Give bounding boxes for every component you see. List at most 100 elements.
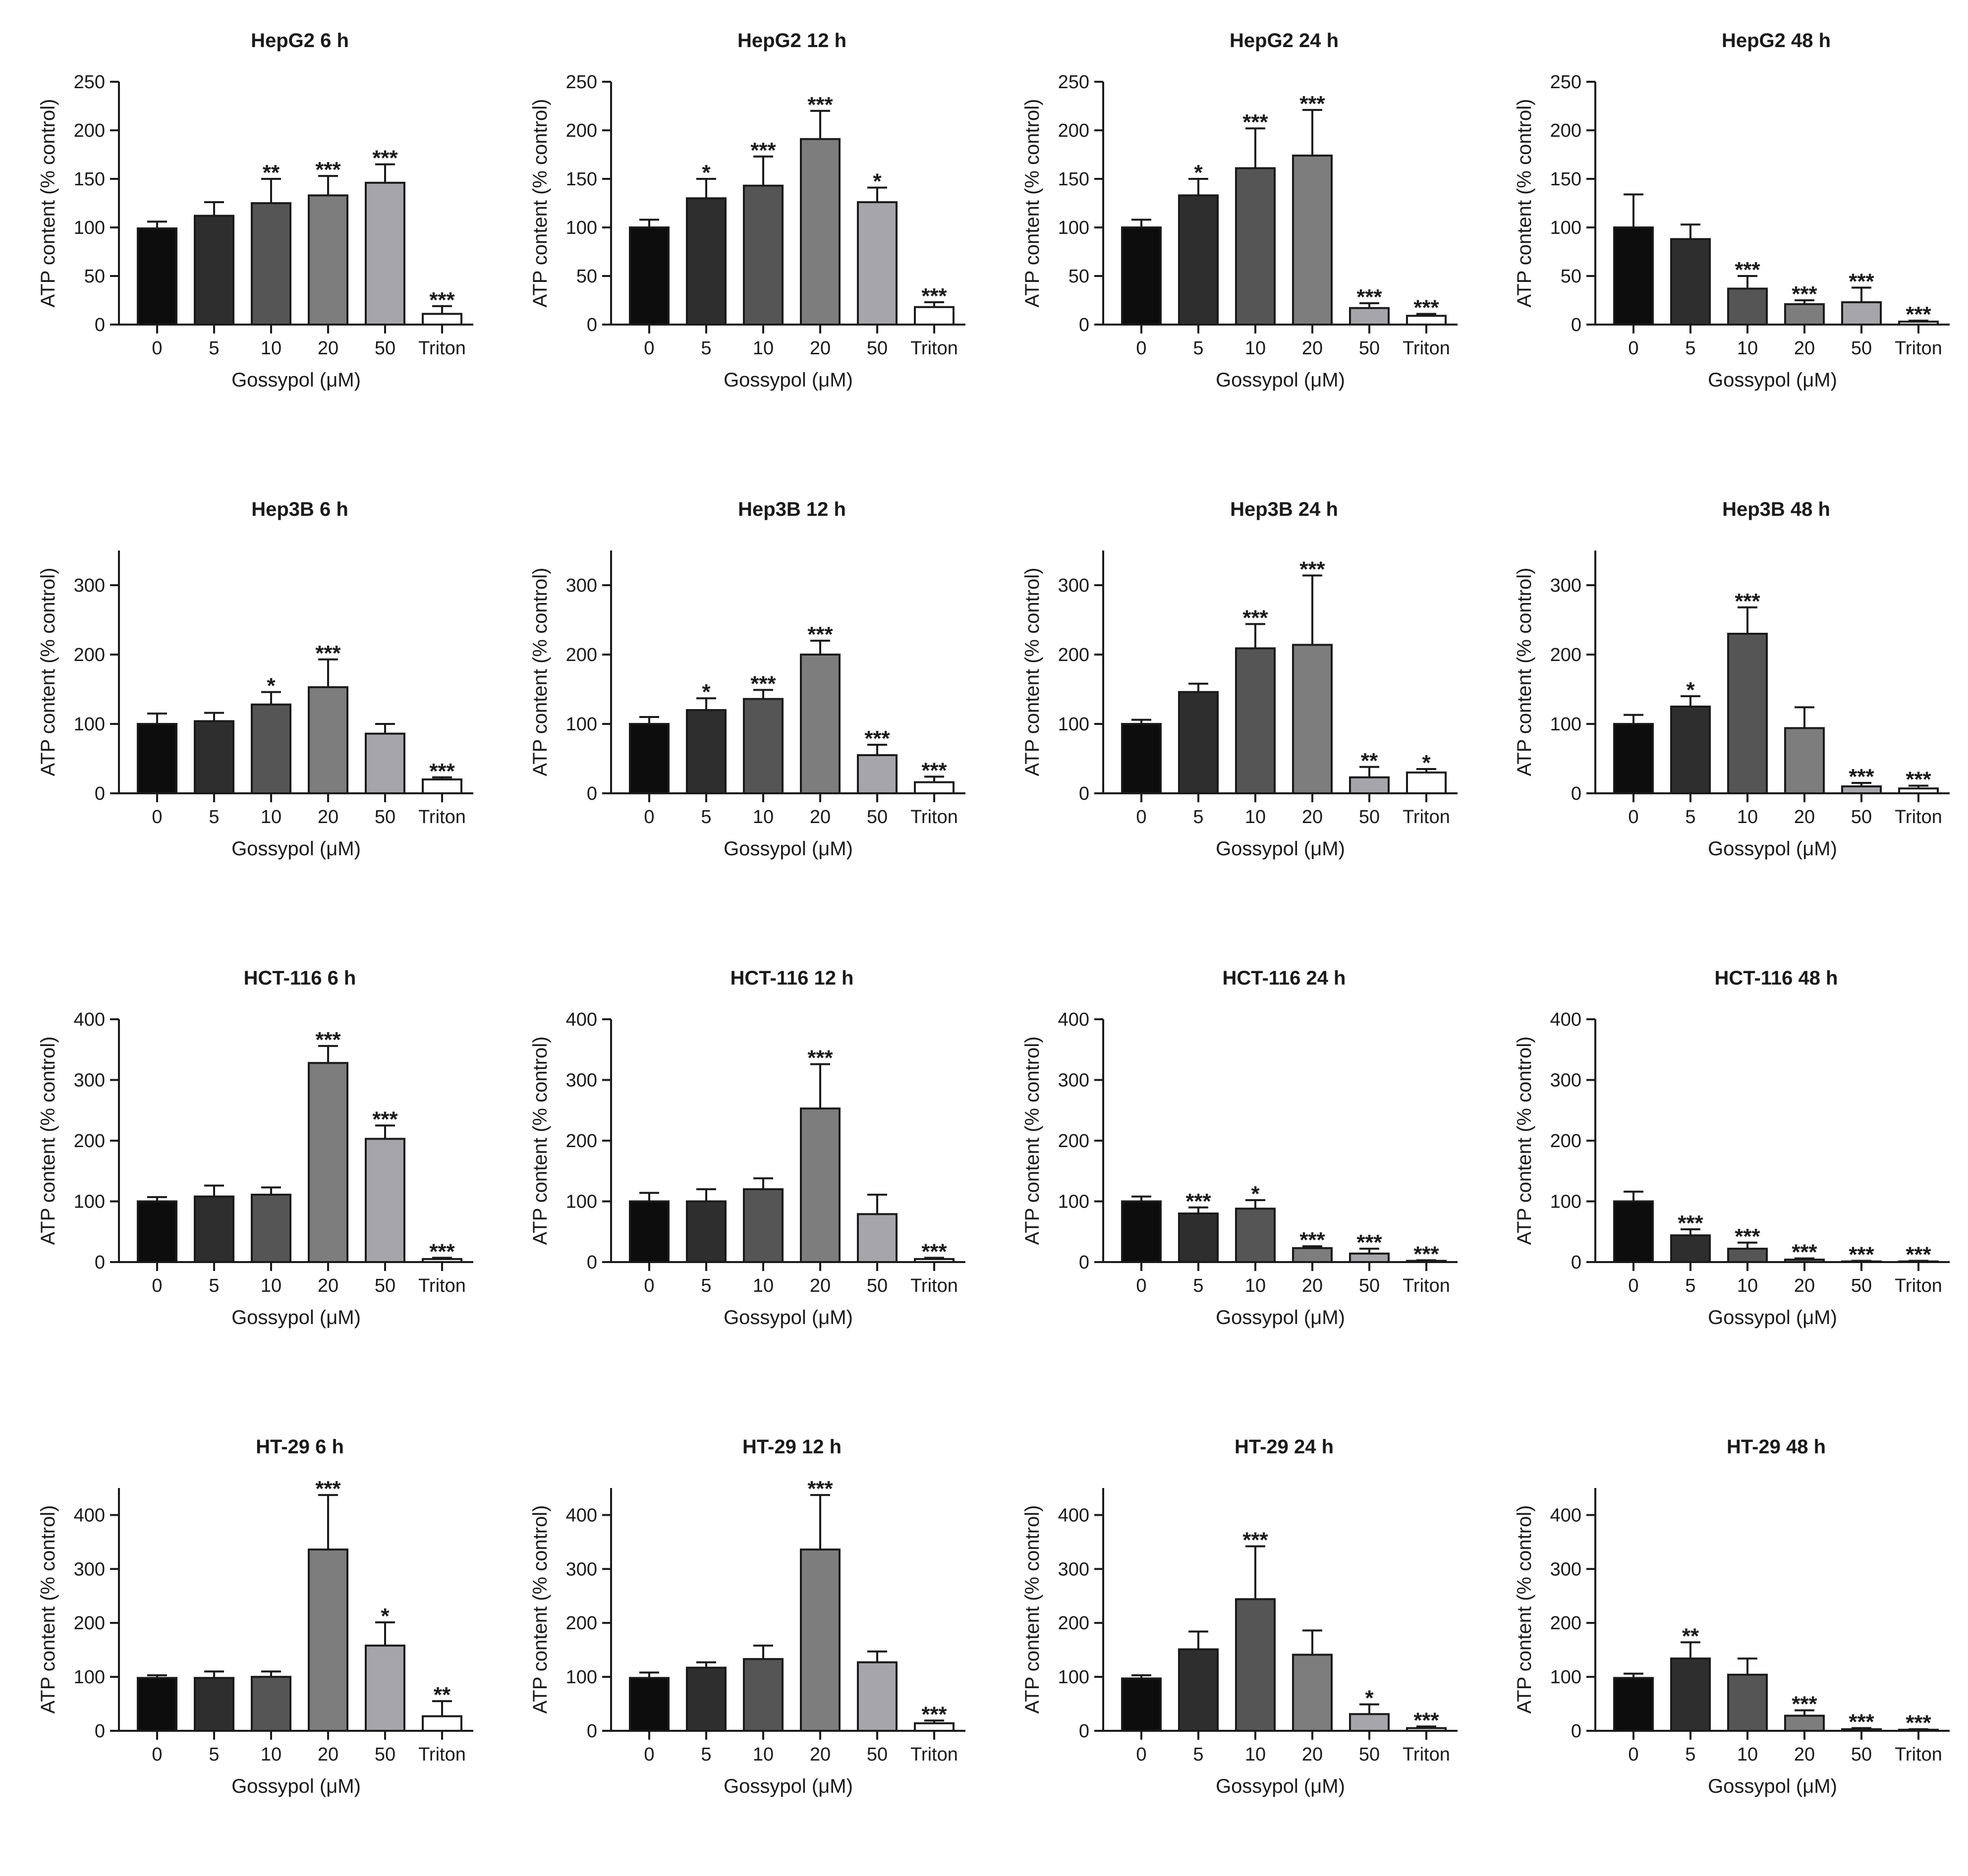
bar	[1670, 1657, 1711, 1732]
x-axis-label: Gossypol (μM)	[724, 1775, 853, 1797]
x-tick-label: 20	[1794, 1744, 1815, 1765]
y-tick-label: 50	[1561, 266, 1581, 287]
x-tick-label: 0	[152, 1744, 162, 1765]
bar	[686, 197, 727, 326]
x-tick-label: Triton	[418, 1744, 466, 1765]
significance-label: ***	[1906, 302, 1931, 327]
x-tick-label: 10	[1737, 807, 1758, 828]
x-tick-label: Triton	[1895, 1744, 1942, 1765]
x-tick-label: 10	[1737, 1744, 1758, 1765]
significance-label: ***	[1299, 557, 1325, 581]
chart-title: HepG2 48 h	[1722, 30, 1831, 52]
y-tick-label: 0	[1079, 783, 1089, 804]
x-tick-label: Triton	[910, 807, 958, 828]
significance-label: ***	[750, 671, 776, 696]
y-tick-label: 200	[1058, 120, 1089, 141]
chart-panel: HT-29 24 h 0 100 200 300 400 ATP content (% co…	[984, 1406, 1476, 1875]
x-tick-label: 10	[261, 1275, 281, 1296]
x-tick-label: Triton	[910, 338, 958, 359]
x-tick-label: 10	[753, 1275, 774, 1296]
x-tick-label: 5	[701, 338, 711, 359]
x-axis-label: Gossypol (μM)	[724, 1307, 853, 1328]
bar	[1178, 1648, 1219, 1732]
y-tick-label: 50	[84, 266, 105, 287]
bar	[1670, 238, 1711, 326]
x-tick-label: 20	[810, 1275, 831, 1296]
y-axis-label: ATP content (% control)	[37, 1505, 59, 1714]
bar	[194, 1677, 234, 1732]
chart-panel: Hep3B 48 h 0 100 200 300 ATP content (% contr…	[1476, 469, 1968, 938]
significance-label: *	[1686, 678, 1695, 702]
significance-label: ***	[429, 1239, 455, 1264]
chart-panel: Hep3B 24 h 0 100 200 300 ATP content (% contr…	[984, 469, 1476, 938]
y-tick-label: 150	[74, 169, 105, 190]
y-tick-label: 100	[74, 218, 105, 238]
x-tick-label: 5	[701, 1275, 711, 1296]
chart-panel: HepG2 48 h 0 50 100 150 200 250 ATP content (% …	[1476, 0, 1968, 469]
bar	[137, 723, 177, 794]
x-tick-label: 0	[152, 338, 162, 359]
x-tick-label: 0	[644, 338, 654, 359]
chart-panel: HepG2 6 h 0 50 100 150 200 250 ATP content (% c…	[0, 0, 492, 469]
x-tick-label: 5	[701, 807, 711, 828]
x-tick-label: 10	[1737, 338, 1758, 359]
significance-label: ***	[1735, 589, 1760, 613]
y-tick-label: 100	[1550, 1667, 1581, 1688]
y-tick-label: 250	[1550, 72, 1581, 93]
bar	[1235, 1598, 1276, 1732]
y-tick-label: 100	[1058, 714, 1089, 735]
y-tick-label: 150	[566, 169, 597, 190]
significance-label: ***	[1242, 606, 1268, 630]
y-tick-label: 150	[1058, 169, 1089, 190]
y-tick-label: 100	[74, 1192, 105, 1213]
x-tick-label: Triton	[1895, 338, 1942, 359]
y-axis-label: ATP content (% control)	[1021, 1037, 1043, 1245]
chart-panel: HepG2 24 h 0 50 100 150 200 250 ATP content (% …	[984, 0, 1476, 469]
y-tick-label: 200	[74, 645, 105, 665]
bar	[857, 201, 898, 326]
bar	[1841, 301, 1882, 326]
significance-label: ***	[1849, 1243, 1874, 1267]
bar	[1784, 1714, 1825, 1732]
bar	[1727, 1673, 1768, 1732]
x-tick-label: 20	[1302, 1744, 1323, 1765]
significance-label: ***	[1792, 1240, 1817, 1265]
chart-title: HT-29 48 h	[1727, 1436, 1826, 1458]
x-tick-label: 5	[1193, 338, 1203, 359]
bar	[743, 1188, 784, 1263]
y-axis-label: ATP content (% control)	[37, 1037, 59, 1245]
significance-label: *	[267, 674, 276, 698]
significance-label: ***	[1849, 270, 1874, 294]
y-axis-label: ATP content (% control)	[529, 99, 551, 308]
y-axis-label: ATP content (% control)	[529, 1505, 551, 1714]
y-tick-label: 0	[95, 315, 105, 335]
y-tick-label: 150	[1550, 169, 1581, 190]
x-axis-label: Gossypol (μM)	[1216, 838, 1345, 860]
significance-label: ***	[1792, 1692, 1817, 1716]
significance-label: ***	[807, 1046, 833, 1070]
y-tick-label: 200	[1550, 1131, 1581, 1152]
x-tick-label: 10	[1245, 1744, 1266, 1765]
x-tick-label: 5	[209, 1744, 219, 1765]
x-tick-label: 50	[867, 338, 888, 359]
y-tick-label: 100	[566, 218, 597, 238]
bar	[629, 226, 670, 326]
bar	[857, 1661, 898, 1732]
y-tick-label: 0	[1079, 1721, 1089, 1742]
x-tick-label: Triton	[1403, 807, 1450, 828]
x-tick-label: 0	[152, 807, 162, 828]
y-axis-label: ATP content (% control)	[1021, 568, 1043, 776]
bar	[686, 1666, 727, 1732]
y-tick-label: 300	[566, 575, 597, 596]
bar	[365, 1644, 405, 1732]
x-tick-label: 50	[1359, 807, 1380, 828]
significance-label: ***	[864, 726, 890, 751]
y-tick-label: 300	[566, 1070, 597, 1091]
x-tick-label: 5	[1193, 1275, 1203, 1296]
x-tick-label: 50	[1851, 807, 1872, 828]
significance-label: ***	[750, 138, 776, 163]
x-axis-label: Gossypol (μM)	[724, 838, 853, 860]
